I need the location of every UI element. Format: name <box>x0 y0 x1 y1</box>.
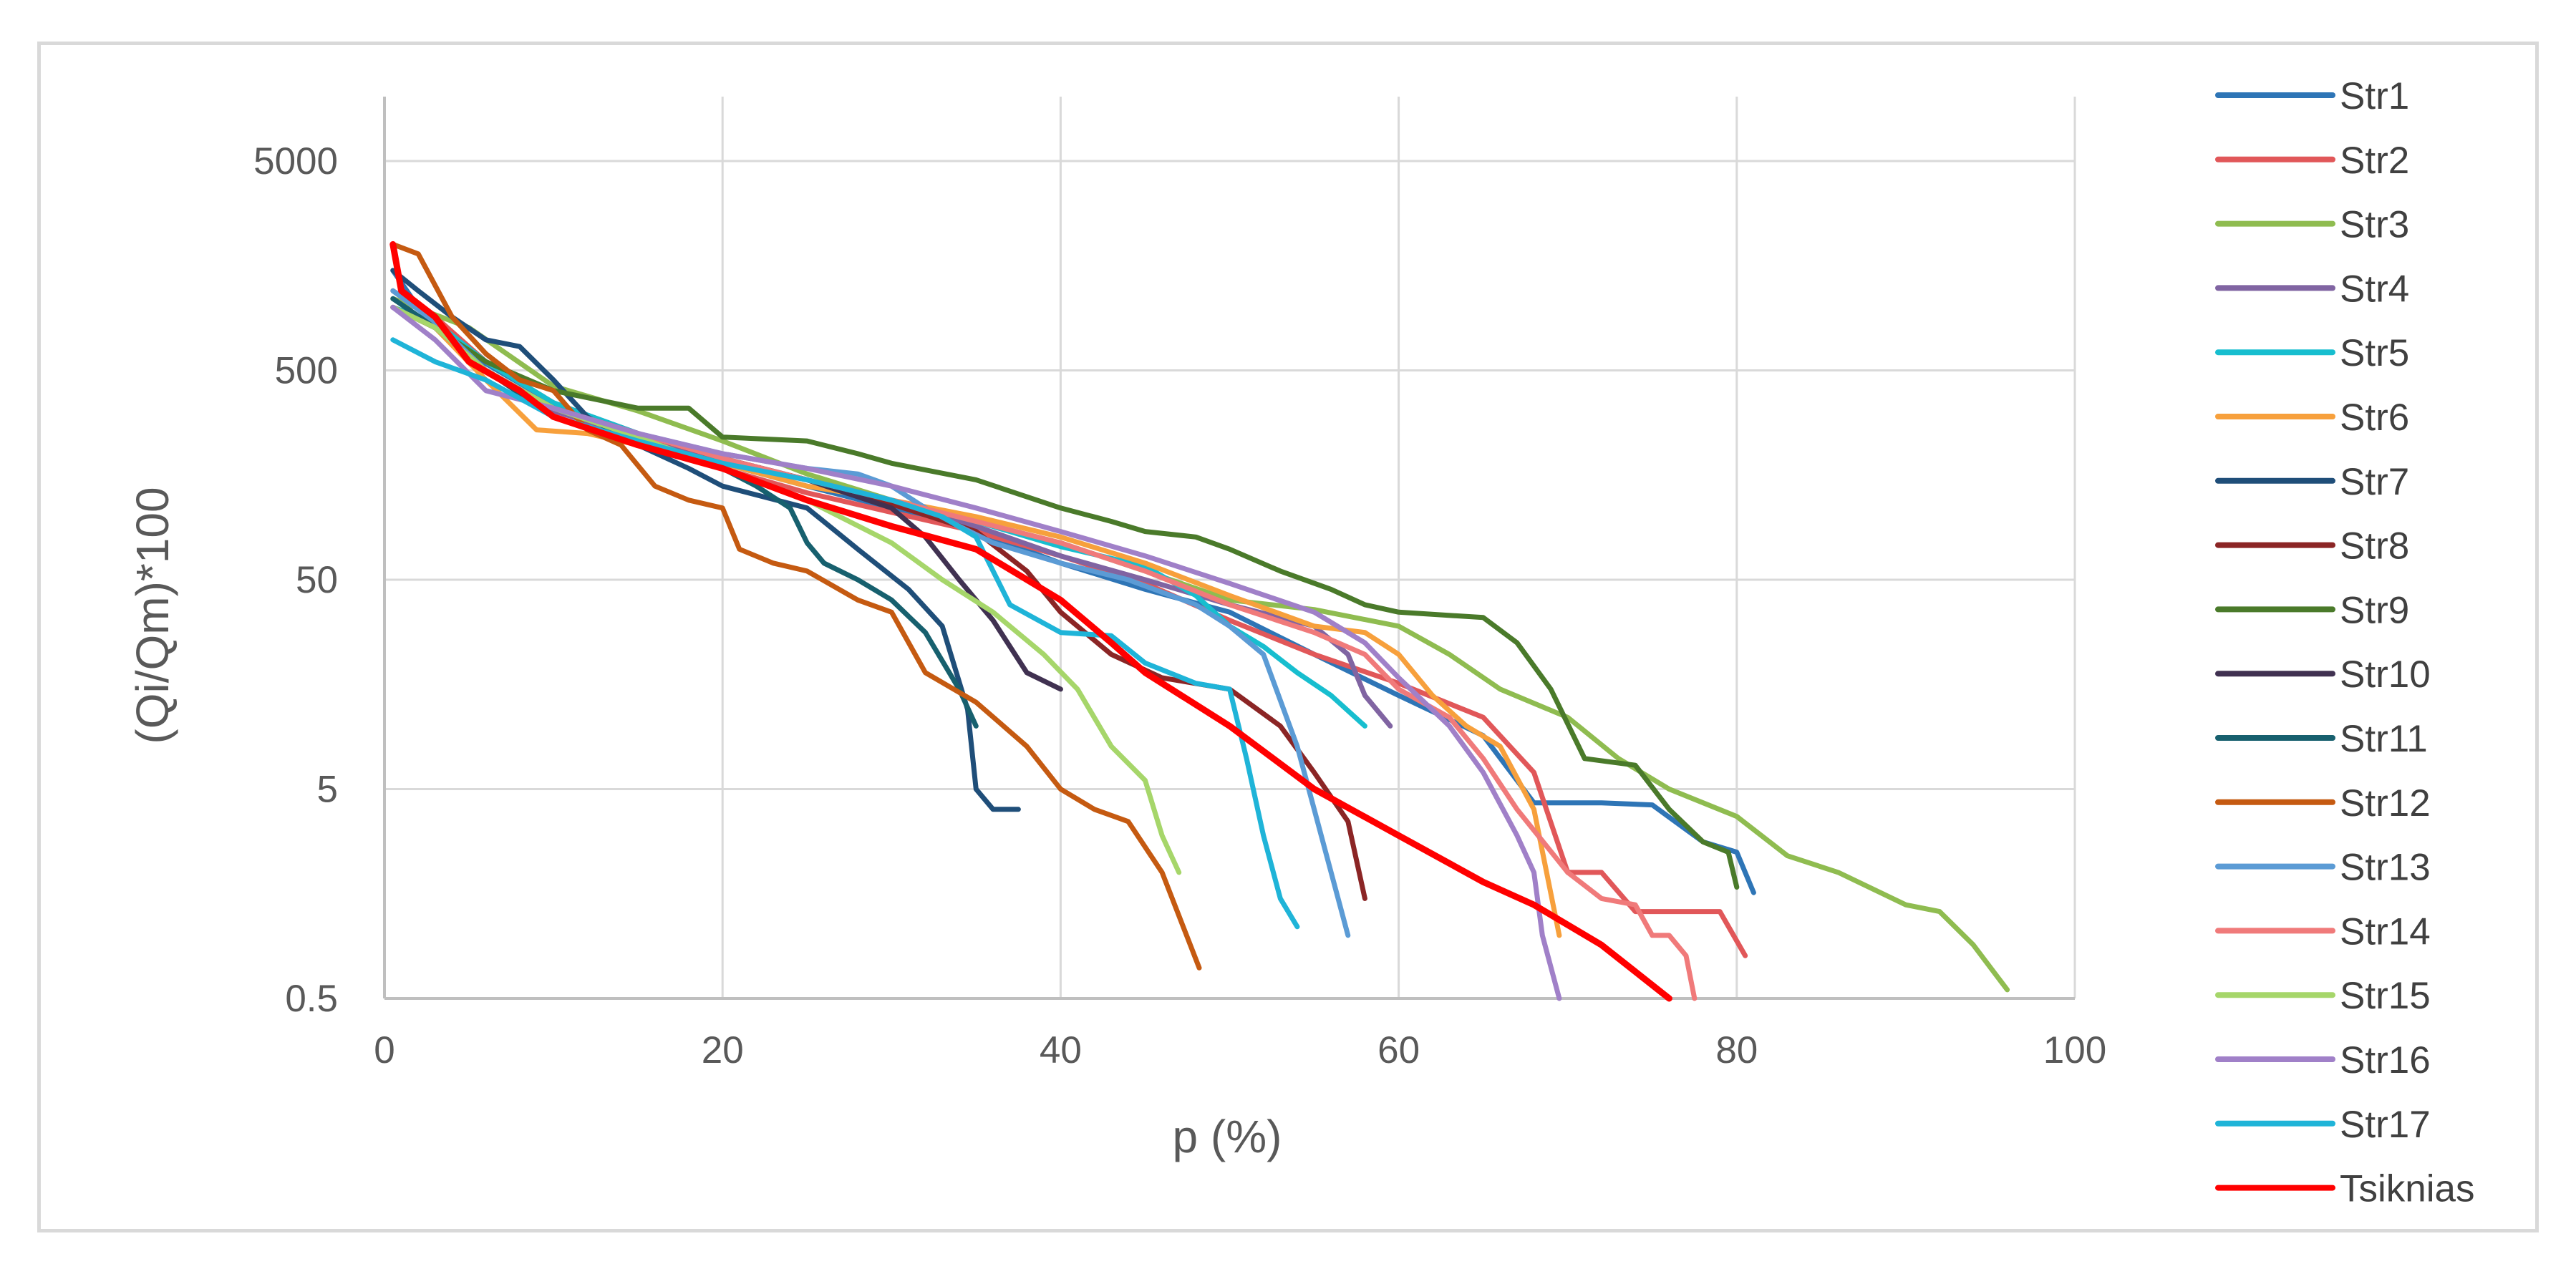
series-line-tsiknias <box>389 240 1672 1002</box>
series-line-str16 <box>390 304 1562 1001</box>
legend-label-str17: Str17 <box>2340 1104 2431 1146</box>
x-tick-label: 0 <box>374 1029 394 1071</box>
x-tick-label: 60 <box>1377 1029 1420 1071</box>
y-tick-label: 5 <box>317 769 338 811</box>
legend-label-str1: Str1 <box>2340 75 2409 117</box>
legend-label-str4: Str4 <box>2340 268 2409 310</box>
x-tick-labels: 0 20 40 60 80 100 <box>374 1029 2106 1071</box>
legend-label-str5: Str5 <box>2340 332 2409 374</box>
y-tick-label: 500 <box>275 350 338 392</box>
legend-label-str15: Str15 <box>2340 975 2431 1017</box>
legend-label-str9: Str9 <box>2340 589 2409 631</box>
y-axis-title: (Qi/Qm)*100 <box>127 487 178 744</box>
legend-label-str10: Str10 <box>2340 653 2431 696</box>
chart-frame <box>37 42 2539 1232</box>
legend-label-str14: Str14 <box>2340 910 2431 953</box>
y-tick-labels: 0.5 5 50 500 5000 <box>253 140 338 1020</box>
x-axis-title: p (%) <box>1173 1111 1282 1162</box>
x-tick-label: 40 <box>1040 1029 1082 1071</box>
legend-label-str13: Str13 <box>2340 847 2431 889</box>
series-line-str6 <box>390 304 1562 938</box>
legend: Str1 Str2 Str3 Str4 Str5 Str6 Str7 Str8 Str9 Str1… <box>2215 75 2475 1210</box>
series-line-str7 <box>390 268 1021 812</box>
y-tick-label: 50 <box>296 559 338 601</box>
legend-label-tsiknias: Tsiknias <box>2340 1168 2475 1210</box>
legend-label-str16: Str16 <box>2340 1039 2431 1081</box>
legend-label-str12: Str12 <box>2340 782 2431 825</box>
legend-label-str3: Str3 <box>2340 204 2409 246</box>
x-tick-label: 80 <box>1715 1029 1758 1071</box>
axes <box>383 97 2075 1000</box>
legend-label-str2: Str2 <box>2340 140 2409 182</box>
legend-label-str7: Str7 <box>2340 461 2409 503</box>
series-line-str9 <box>390 304 1740 890</box>
series-line-str12 <box>390 241 1202 971</box>
y-tick-label: 5000 <box>253 140 338 183</box>
y-tick-label: 0.5 <box>285 978 338 1020</box>
legend-label-str8: Str8 <box>2340 525 2409 568</box>
series-lines <box>389 240 2010 1002</box>
x-tick-label: 100 <box>2043 1029 2106 1071</box>
series-line-str3 <box>390 296 2010 993</box>
legend-label-str11: Str11 <box>2340 718 2428 760</box>
x-tick-label: 20 <box>702 1029 744 1071</box>
legend-label-str6: Str6 <box>2340 397 2409 439</box>
